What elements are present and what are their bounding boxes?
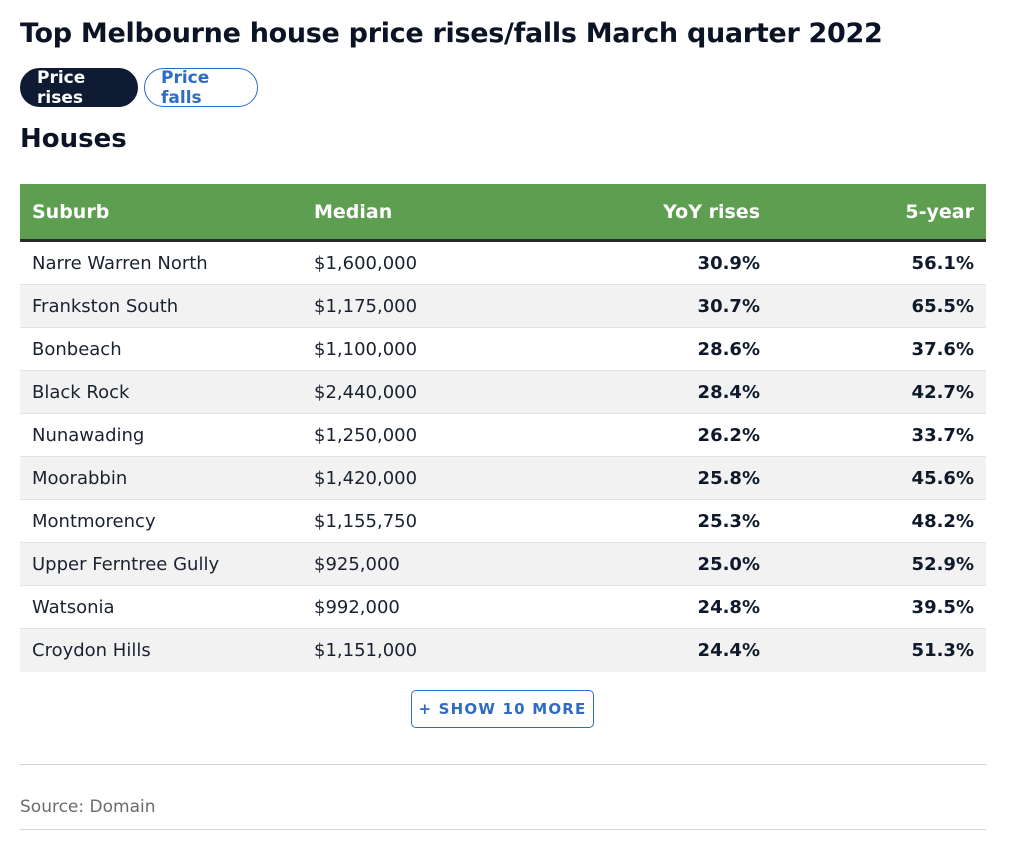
table-row: Black Rock $2,440,000 28.4% 42.7% bbox=[20, 371, 986, 414]
table-row: Upper Ferntree Gully $925,000 25.0% 52.9… bbox=[20, 543, 986, 586]
table-row: Nunawading $1,250,000 26.2% 33.7% bbox=[20, 414, 986, 457]
header-5-year: 5-year bbox=[905, 200, 974, 223]
table-row: Watsonia $992,000 24.8% 39.5% bbox=[20, 586, 986, 629]
section-title: Houses bbox=[20, 124, 127, 154]
cell-yoy: 26.2% bbox=[697, 424, 760, 446]
cell-5-year: 51.3% bbox=[911, 640, 974, 661]
header-suburb: Suburb bbox=[32, 200, 110, 223]
cell-yoy: 24.8% bbox=[697, 596, 760, 618]
table-header: Suburb Median YoY rises 5-year bbox=[20, 184, 986, 242]
cell-suburb: Croydon Hills bbox=[32, 640, 151, 661]
cell-suburb: Nunawading bbox=[32, 424, 145, 446]
price-rises-toggle[interactable]: Price rises bbox=[20, 68, 138, 108]
cell-5-year: 33.7% bbox=[911, 424, 974, 446]
cell-suburb: Bonbeach bbox=[32, 338, 122, 360]
cell-median: $1,155,750 bbox=[314, 510, 418, 532]
cell-yoy: 28.6% bbox=[697, 338, 760, 360]
cell-5-year: 56.1% bbox=[911, 252, 974, 274]
cell-suburb: Black Rock bbox=[32, 381, 130, 403]
cell-median: $1,600,000 bbox=[314, 252, 418, 274]
divider bbox=[20, 829, 986, 830]
table-row: Narre Warren North $1,600,000 30.9% 56.1… bbox=[20, 242, 986, 285]
table-row: Croydon Hills $1,151,000 24.4% 51.3% bbox=[20, 629, 986, 672]
cell-yoy: 25.3% bbox=[697, 510, 760, 532]
cell-median: $2,440,000 bbox=[314, 381, 418, 403]
header-median: Median bbox=[314, 200, 393, 223]
cell-5-year: 42.7% bbox=[911, 381, 974, 403]
cell-5-year: 48.2% bbox=[911, 510, 974, 532]
cell-5-year: 37.6% bbox=[911, 338, 974, 360]
cell-suburb: Moorabbin bbox=[32, 467, 128, 489]
price-falls-toggle[interactable]: Price falls bbox=[144, 68, 258, 108]
cell-median: $1,151,000 bbox=[314, 640, 418, 661]
table-row: Frankston South $1,175,000 30.7% 65.5% bbox=[20, 285, 986, 328]
cell-yoy: 28.4% bbox=[697, 381, 760, 403]
table-row: Montmorency $1,155,750 25.3% 48.2% bbox=[20, 500, 986, 543]
cell-suburb: Watsonia bbox=[32, 596, 115, 618]
cell-yoy: 24.4% bbox=[697, 640, 760, 661]
cell-median: $992,000 bbox=[314, 596, 400, 618]
cell-5-year: 45.6% bbox=[911, 467, 974, 489]
cell-suburb: Upper Ferntree Gully bbox=[32, 553, 220, 575]
cell-median: $1,100,000 bbox=[314, 338, 418, 360]
cell-suburb: Narre Warren North bbox=[32, 252, 208, 274]
toggle-group: Price rises Price falls bbox=[20, 68, 258, 108]
page-title: Top Melbourne house price rises/falls Ma… bbox=[20, 18, 883, 49]
header-yoy-rises: YoY rises bbox=[663, 200, 760, 223]
show-more-button[interactable]: + SHOW 10 MORE bbox=[411, 690, 594, 728]
cell-median: $925,000 bbox=[314, 553, 400, 575]
cell-median: $1,175,000 bbox=[314, 295, 418, 317]
cell-median: $1,250,000 bbox=[314, 424, 418, 446]
table-row: Bonbeach $1,100,000 28.6% 37.6% bbox=[20, 328, 986, 371]
cell-yoy: 25.0% bbox=[697, 553, 760, 575]
divider bbox=[20, 764, 986, 765]
source-credit: Source: Domain bbox=[20, 797, 156, 817]
table-row: Moorabbin $1,420,000 25.8% 45.6% bbox=[20, 457, 986, 500]
cell-suburb: Frankston South bbox=[32, 295, 179, 317]
cell-suburb: Montmorency bbox=[32, 510, 156, 532]
cell-yoy: 25.8% bbox=[697, 467, 760, 489]
cell-yoy: 30.9% bbox=[697, 252, 760, 274]
cell-5-year: 65.5% bbox=[911, 295, 974, 317]
cell-yoy: 30.7% bbox=[697, 295, 760, 317]
price-table: Suburb Median YoY rises 5-year Narre War… bbox=[20, 184, 986, 672]
cell-5-year: 39.5% bbox=[911, 596, 974, 618]
cell-5-year: 52.9% bbox=[911, 553, 974, 575]
cell-median: $1,420,000 bbox=[314, 467, 418, 489]
